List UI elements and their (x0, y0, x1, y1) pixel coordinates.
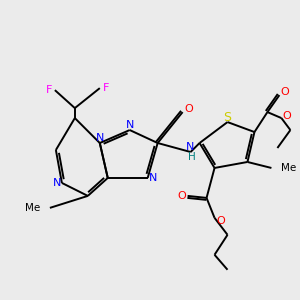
Text: Me: Me (281, 163, 297, 173)
Text: F: F (46, 85, 52, 95)
Text: O: O (282, 111, 291, 121)
Text: N: N (53, 178, 61, 188)
Text: N: N (96, 133, 104, 143)
Text: N: N (125, 120, 134, 130)
Text: N: N (148, 173, 157, 183)
Text: O: O (177, 191, 186, 201)
Text: O: O (184, 104, 193, 114)
Text: F: F (103, 83, 109, 93)
Text: O: O (280, 87, 289, 97)
Text: Me: Me (25, 203, 40, 213)
Text: H: H (188, 152, 196, 162)
Text: N: N (185, 142, 194, 152)
Text: O: O (216, 216, 225, 226)
Text: S: S (224, 111, 232, 124)
